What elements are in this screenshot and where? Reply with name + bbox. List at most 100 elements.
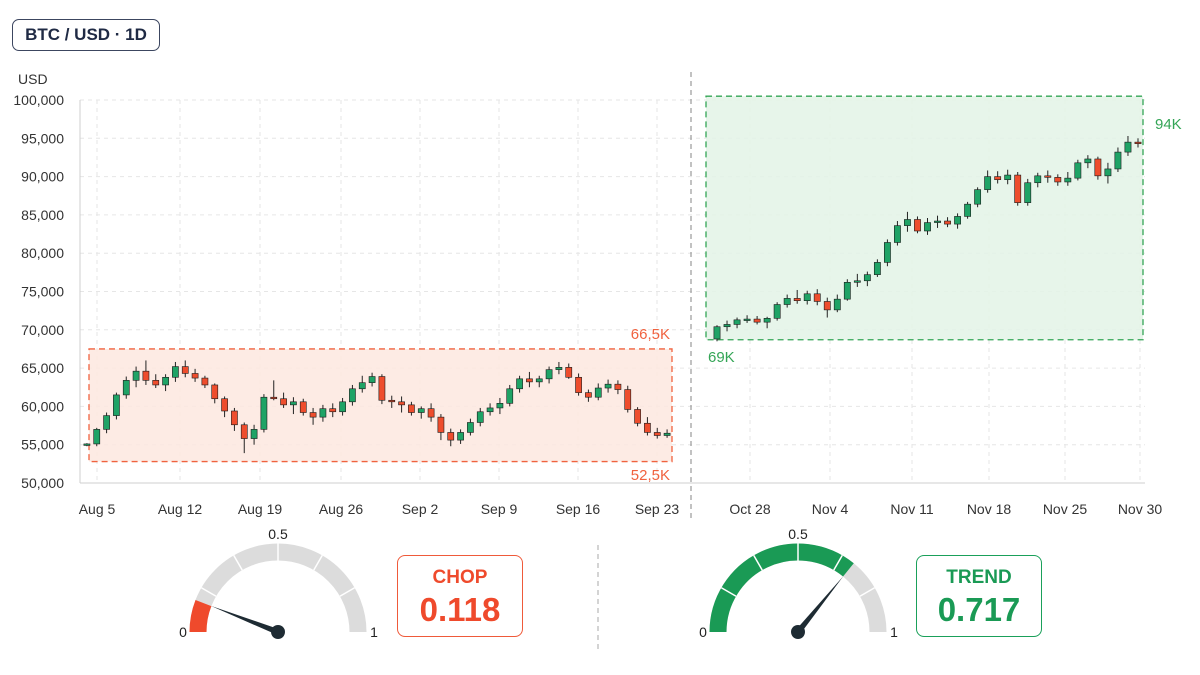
chop-value: 0.118 bbox=[419, 591, 501, 628]
y-tick-label: 70,000 bbox=[21, 322, 64, 338]
candle-body bbox=[763, 318, 771, 323]
x-tick-label: Sep 16 bbox=[556, 501, 601, 517]
candle-body bbox=[545, 369, 553, 380]
candle-body bbox=[437, 416, 445, 433]
y-tick-label: 65,000 bbox=[21, 360, 64, 376]
candle-body bbox=[319, 408, 327, 418]
candle-body bbox=[427, 408, 435, 418]
candle-body bbox=[634, 409, 641, 424]
candle-body bbox=[964, 203, 972, 217]
candle-body bbox=[152, 380, 160, 386]
x-tick-label: Aug 12 bbox=[158, 501, 203, 517]
candle-body bbox=[833, 298, 841, 311]
candle-body bbox=[1104, 168, 1112, 177]
candle-body bbox=[914, 219, 921, 232]
candle-body bbox=[309, 412, 317, 418]
candle-body bbox=[974, 189, 982, 205]
gauge-max-label: 1 bbox=[890, 624, 898, 640]
candle-body bbox=[486, 407, 494, 413]
candle-body bbox=[954, 216, 961, 225]
candle-body bbox=[457, 432, 464, 441]
candle-body bbox=[181, 366, 189, 374]
chop-label: CHOP bbox=[432, 567, 488, 588]
candle-body bbox=[1014, 174, 1022, 203]
candle-body bbox=[944, 220, 951, 225]
gauge-mid-label: 0.5 bbox=[268, 526, 288, 542]
gauge-tick bbox=[720, 587, 737, 597]
gauge-tick bbox=[313, 554, 323, 571]
candle-body bbox=[408, 404, 415, 413]
gauge-min-label: 0 bbox=[179, 624, 187, 640]
candle-body bbox=[823, 301, 831, 311]
x-tick-label: Aug 19 bbox=[238, 501, 283, 517]
candle-body bbox=[793, 298, 801, 301]
candle-body bbox=[378, 376, 386, 401]
gauge-tick bbox=[833, 554, 843, 571]
candle-body bbox=[93, 429, 101, 445]
candle-body bbox=[663, 432, 671, 436]
candle-body bbox=[873, 262, 881, 275]
candle-body bbox=[339, 401, 346, 413]
gauge-max-label: 1 bbox=[370, 624, 378, 640]
gauge-fill bbox=[189, 599, 212, 633]
chart-title: BTC / USD · 1D bbox=[12, 19, 160, 51]
trend-metric-box: TREND 0.717 bbox=[916, 555, 1042, 637]
candle-body bbox=[803, 293, 811, 301]
y-tick-label: 90,000 bbox=[21, 169, 64, 185]
gauge-mid-label: 0.5 bbox=[788, 526, 808, 542]
gauge-hub bbox=[271, 625, 285, 639]
candle-body bbox=[162, 376, 169, 386]
candle-body bbox=[1074, 162, 1082, 179]
candle-body bbox=[1114, 151, 1122, 170]
candle-body bbox=[934, 220, 941, 223]
candle-body bbox=[290, 401, 297, 406]
chop-metric-box: CHOP 0.118 bbox=[397, 555, 523, 637]
zone-top-label: 94K bbox=[1155, 116, 1182, 133]
gauge-tick bbox=[233, 554, 243, 571]
candle-body bbox=[1034, 175, 1042, 184]
candle-body bbox=[1064, 177, 1072, 183]
x-tick-label: Nov 30 bbox=[1118, 501, 1163, 517]
x-tick-label: Aug 26 bbox=[319, 501, 364, 517]
candle-body bbox=[733, 319, 741, 325]
x-tick-label: Oct 28 bbox=[729, 501, 770, 517]
candle-body bbox=[1044, 175, 1052, 178]
candle-body bbox=[1004, 174, 1012, 180]
candle-body bbox=[329, 408, 337, 413]
candle-body bbox=[713, 326, 721, 340]
candle-body bbox=[506, 388, 514, 404]
candle-body bbox=[250, 429, 258, 439]
candle-body bbox=[743, 318, 751, 321]
zone-bottom-label: 52,5K bbox=[631, 467, 670, 484]
candle-body bbox=[496, 403, 504, 409]
candle-body bbox=[853, 280, 861, 283]
candle-body bbox=[783, 298, 791, 305]
x-tick-label: Nov 11 bbox=[890, 501, 934, 517]
y-tick-label: 75,000 bbox=[21, 284, 64, 300]
candle-body bbox=[113, 394, 120, 416]
zone-bottom-label: 69K bbox=[708, 349, 735, 366]
gauge-min-label: 0 bbox=[699, 624, 707, 640]
gauge-track bbox=[189, 543, 367, 633]
candle-body bbox=[1094, 158, 1102, 177]
candle-body bbox=[231, 410, 238, 426]
trend-label: TREND bbox=[946, 567, 1012, 588]
candle-body bbox=[260, 396, 268, 430]
x-tick-label: Sep 9 bbox=[481, 501, 518, 517]
candle-body bbox=[388, 399, 396, 403]
x-tick-label: Sep 2 bbox=[402, 501, 439, 517]
candle-body bbox=[883, 242, 891, 263]
gauge-fill bbox=[709, 543, 854, 633]
candle-body bbox=[349, 388, 356, 403]
candle-body bbox=[1134, 141, 1142, 144]
candle-body bbox=[575, 376, 582, 393]
candle-body bbox=[142, 370, 150, 381]
candle-body bbox=[398, 401, 405, 406]
gauge-needle bbox=[210, 605, 280, 635]
candle-body bbox=[594, 387, 602, 398]
candle-body bbox=[358, 382, 366, 390]
zone-top-label: 66,5K bbox=[631, 326, 670, 343]
candle-body bbox=[984, 176, 992, 190]
candle-body bbox=[604, 383, 612, 389]
